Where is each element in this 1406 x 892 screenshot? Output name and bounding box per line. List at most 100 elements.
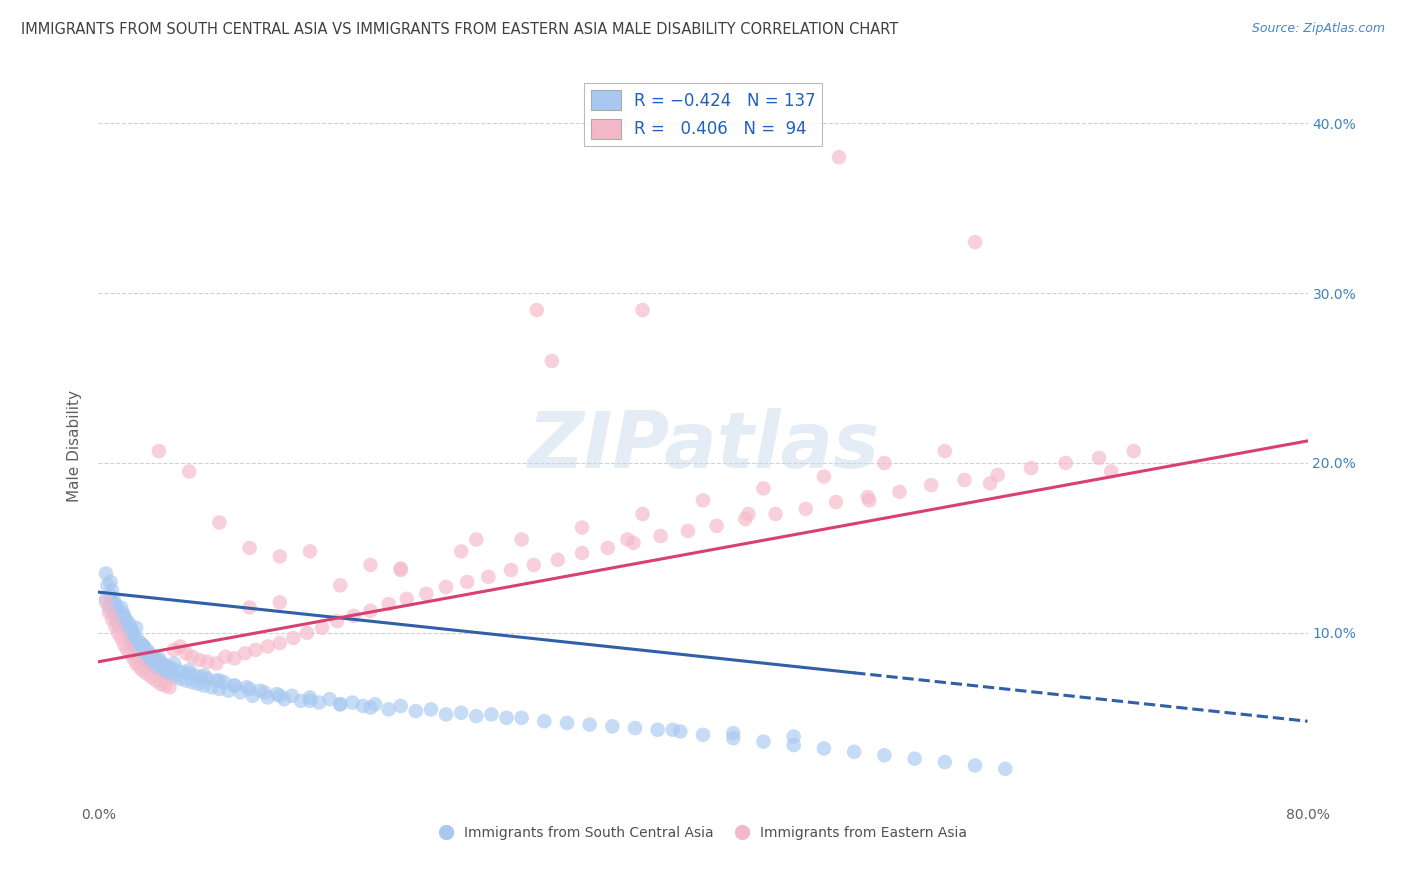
Point — [121, 623, 143, 637]
Point — [110, 608, 132, 623]
Text: IMMIGRANTS FROM SOUTH CENTRAL ASIA VS IMMIGRANTS FROM EASTERN ASIA MALE DISABILI: IMMIGRANTS FROM SOUTH CENTRAL ASIA VS IM… — [21, 22, 898, 37]
Point — [148, 444, 170, 458]
Point — [122, 636, 145, 650]
Point — [224, 651, 246, 665]
Point — [160, 662, 183, 676]
Point — [283, 631, 305, 645]
Point — [269, 549, 291, 564]
Point — [631, 507, 654, 521]
Point — [596, 541, 619, 555]
Point — [181, 675, 204, 690]
Point — [148, 651, 170, 665]
Point — [159, 668, 181, 682]
Point — [100, 589, 122, 603]
Point — [623, 536, 645, 550]
Point — [112, 608, 135, 623]
Point — [155, 666, 177, 681]
Point — [465, 533, 488, 547]
Point — [360, 558, 382, 572]
Point — [125, 621, 148, 635]
Point — [114, 612, 136, 626]
Point — [723, 726, 745, 740]
Point — [131, 638, 153, 652]
Point — [110, 631, 132, 645]
Point — [249, 683, 271, 698]
Text: Source: ZipAtlas.com: Source: ZipAtlas.com — [1251, 22, 1385, 36]
Point — [510, 711, 533, 725]
Point — [647, 723, 669, 737]
Point — [624, 721, 647, 735]
Point — [318, 692, 340, 706]
Point — [783, 738, 806, 752]
Point — [253, 685, 276, 699]
Point — [299, 694, 322, 708]
Point — [131, 663, 153, 677]
Point — [499, 563, 522, 577]
Point — [389, 698, 412, 713]
Point — [163, 657, 186, 671]
Point — [602, 719, 624, 733]
Point — [269, 689, 291, 703]
Point — [115, 643, 138, 657]
Point — [326, 614, 349, 628]
Point — [571, 546, 593, 560]
Point — [299, 690, 322, 705]
Point — [420, 702, 443, 716]
Point — [737, 507, 759, 521]
Point — [281, 689, 304, 703]
Point — [128, 660, 150, 674]
Point — [184, 668, 207, 682]
Point — [979, 476, 1001, 491]
Point — [856, 490, 879, 504]
Point — [98, 606, 121, 620]
Point — [115, 619, 138, 633]
Point — [965, 758, 987, 772]
Point — [752, 734, 775, 748]
Point — [122, 626, 145, 640]
Point — [153, 679, 176, 693]
Point — [179, 465, 201, 479]
Point — [156, 660, 179, 674]
Point — [143, 660, 166, 674]
Point — [208, 681, 231, 696]
Point — [752, 482, 775, 496]
Point — [149, 677, 172, 691]
Point — [146, 662, 169, 676]
Point — [145, 673, 167, 688]
Point — [450, 706, 472, 720]
Point — [101, 612, 124, 626]
Point — [377, 702, 399, 716]
Point — [208, 673, 231, 688]
Point — [107, 615, 129, 630]
Point — [510, 533, 533, 547]
Point — [114, 621, 136, 635]
Point — [526, 303, 548, 318]
Point — [110, 600, 132, 615]
Point — [734, 512, 756, 526]
Point — [135, 643, 157, 657]
Point — [994, 762, 1017, 776]
Point — [190, 670, 212, 684]
Point — [125, 657, 148, 671]
Point — [205, 673, 228, 688]
Point — [434, 707, 457, 722]
Point — [953, 473, 976, 487]
Point — [389, 563, 412, 577]
Point — [987, 467, 1010, 482]
Point — [188, 653, 211, 667]
Point — [179, 666, 201, 681]
Point — [389, 561, 412, 575]
Point — [965, 235, 987, 249]
Point — [920, 478, 942, 492]
Point — [256, 640, 278, 654]
Point — [104, 619, 127, 633]
Point — [149, 663, 172, 677]
Point — [94, 566, 117, 581]
Point — [481, 707, 503, 722]
Point — [127, 643, 149, 657]
Point — [329, 698, 352, 712]
Point — [235, 680, 257, 694]
Point — [142, 649, 165, 664]
Point — [132, 640, 155, 654]
Point — [311, 621, 333, 635]
